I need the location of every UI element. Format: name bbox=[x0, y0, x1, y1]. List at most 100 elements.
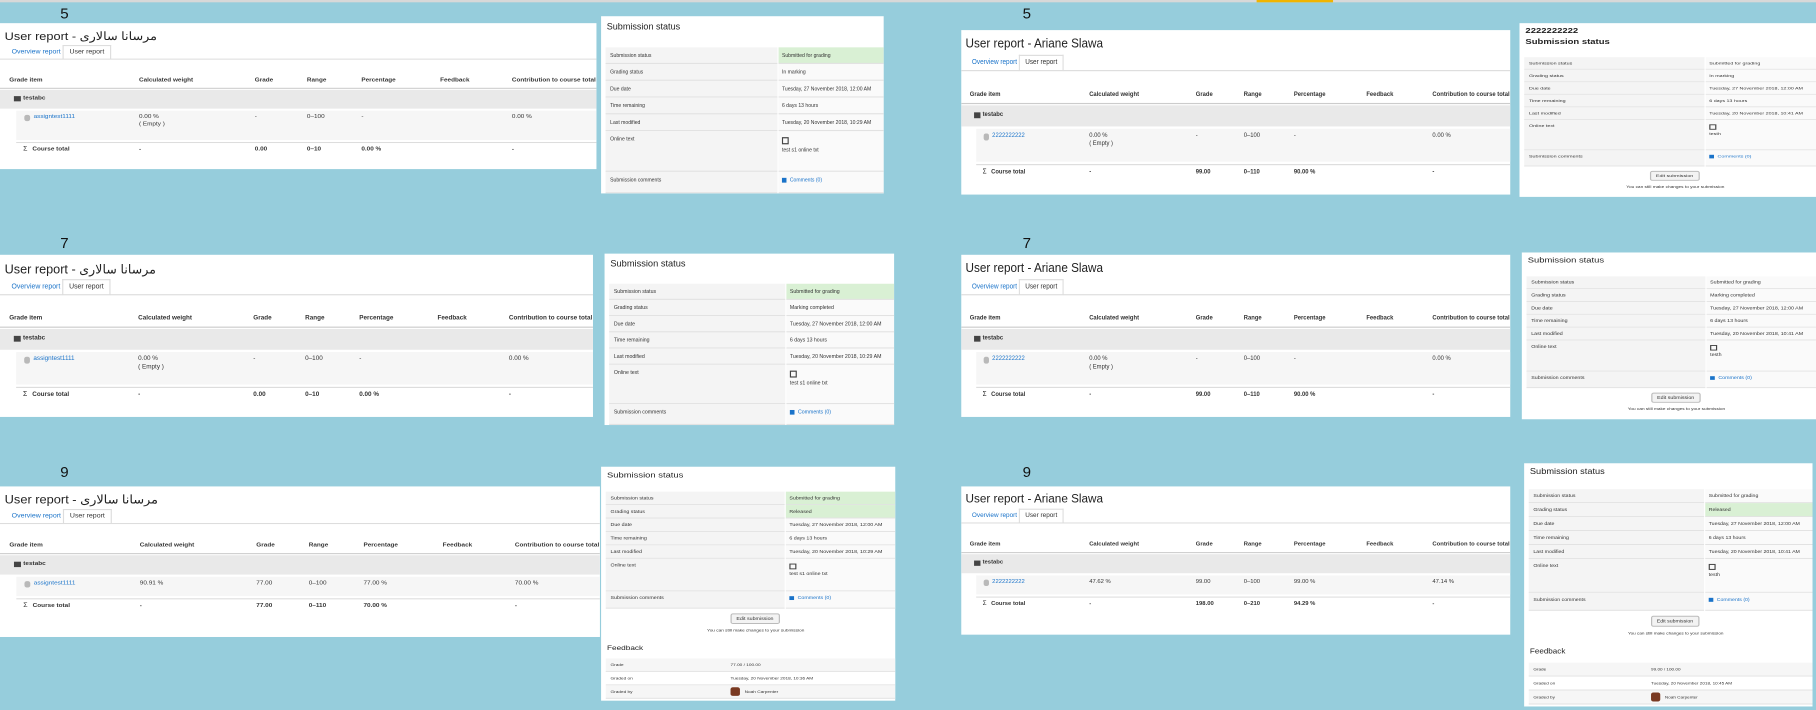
folder-icon bbox=[974, 560, 981, 566]
total-cell: - bbox=[1089, 168, 1092, 176]
comments-link[interactable]: Comments (0) bbox=[797, 408, 831, 415]
comments-icon bbox=[1708, 597, 1714, 602]
tab-line[interactable] bbox=[0, 58, 597, 60]
total-cell: - bbox=[138, 146, 142, 153]
item-link[interactable]: 2222222222 bbox=[992, 132, 1025, 140]
tab-overview[interactable]: Overview report bbox=[971, 283, 1018, 291]
status-value: Tuesday, 27 November 2018, 12:00 AM bbox=[1708, 521, 1800, 527]
status-value-cell bbox=[785, 545, 896, 559]
column-header: Feedback bbox=[1366, 315, 1394, 322]
tab-line[interactable] bbox=[961, 294, 1511, 296]
status-label-cell bbox=[605, 114, 778, 132]
tab-line[interactable] bbox=[961, 522, 1511, 524]
item-cell: - bbox=[1195, 355, 1198, 363]
total-cell: 0.00 % bbox=[361, 146, 382, 153]
comments-link[interactable]: Comments (0) bbox=[1717, 153, 1752, 159]
status-value-cell bbox=[786, 404, 895, 426]
status-label: Online text bbox=[613, 369, 639, 376]
comments-link[interactable]: Comments (0) bbox=[1716, 596, 1750, 602]
grader-avatar bbox=[1651, 692, 1661, 702]
column-header: Grade item bbox=[9, 542, 43, 549]
tab-user[interactable]: User report bbox=[1018, 508, 1064, 524]
status-value-cell bbox=[1705, 94, 1816, 108]
status-label: Grading status bbox=[610, 68, 644, 75]
column-header: Grade item bbox=[969, 91, 1001, 99]
edit-submission-button[interactable]: Edit submission bbox=[1649, 170, 1700, 181]
empty-note: ( Empty ) bbox=[1089, 363, 1113, 371]
category-row bbox=[961, 105, 1511, 127]
item-link[interactable]: assigntest1111 bbox=[33, 113, 76, 121]
status-label-cell bbox=[1528, 503, 1705, 518]
column-header: Grade bbox=[254, 77, 274, 84]
tab-overview[interactable]: Overview report bbox=[11, 513, 61, 520]
status-label: Submission status bbox=[610, 495, 654, 501]
tab-line[interactable] bbox=[0, 522, 600, 525]
status-label-cell bbox=[1526, 276, 1706, 290]
feedback-value: Tuesday, 20 November 2018, 10:36 AM bbox=[730, 675, 814, 681]
edit-submission-button[interactable]: Edit submission bbox=[1651, 392, 1701, 403]
tab-user[interactable]: User report bbox=[1018, 54, 1064, 72]
edit-submission-button[interactable]: Edit submission bbox=[730, 613, 780, 624]
status-label: Last modified bbox=[613, 353, 645, 360]
edit-submission-button[interactable]: Edit submission bbox=[1651, 615, 1699, 627]
comments-link[interactable]: Comments (0) bbox=[789, 176, 823, 183]
tab-overview[interactable]: Overview report bbox=[11, 49, 61, 56]
column-header: Feedback bbox=[437, 315, 467, 322]
category-name: testabc bbox=[23, 334, 46, 342]
header-line bbox=[961, 102, 1511, 105]
item-cell: 0.00 % bbox=[511, 113, 532, 121]
item-link[interactable]: assigntest1111 bbox=[33, 355, 75, 363]
status-value-cell bbox=[1705, 57, 1816, 70]
item-link[interactable]: assigntest1111 bbox=[33, 579, 76, 587]
grade-report: User report - مرسانا سالاری Overview repo… bbox=[0, 23, 597, 170]
status-label-cell bbox=[605, 505, 785, 519]
tab-overview[interactable]: Overview report bbox=[11, 283, 61, 291]
online-text-icon bbox=[789, 563, 797, 570]
status-value-cell bbox=[778, 114, 884, 132]
sigma-icon: Σ bbox=[982, 391, 987, 399]
status-label-cell bbox=[1524, 69, 1705, 83]
status-label-cell bbox=[605, 491, 785, 506]
tab-user[interactable]: User report bbox=[62, 45, 112, 60]
tab-overview[interactable]: Overview report bbox=[971, 59, 1018, 67]
status-label: Submission status bbox=[1531, 279, 1575, 285]
item-link[interactable]: 2222222222 bbox=[992, 578, 1025, 585]
column-header: Percentage bbox=[361, 77, 396, 84]
column-header: Calculated weight bbox=[138, 77, 194, 84]
status-label-cell bbox=[1524, 94, 1705, 108]
item-link[interactable]: 2222222222 bbox=[992, 355, 1025, 363]
tab-line[interactable] bbox=[0, 294, 593, 296]
column-header: Percentage bbox=[1293, 91, 1326, 99]
tab-overview[interactable]: Overview report bbox=[971, 512, 1018, 520]
status-value-cell bbox=[1706, 289, 1816, 302]
tab-user[interactable]: User report bbox=[62, 509, 112, 525]
status-label: Time remaining bbox=[1531, 318, 1568, 324]
status-value-cell bbox=[1705, 558, 1813, 593]
status-label: Submission status bbox=[1528, 60, 1573, 66]
feedback-label: Grade bbox=[610, 662, 624, 668]
sigma-icon: Σ bbox=[982, 600, 987, 608]
status-label: Submission status bbox=[610, 52, 652, 59]
status-label-cell bbox=[1528, 517, 1705, 532]
status-label-cell bbox=[1526, 301, 1706, 315]
column-header: Grade item bbox=[969, 315, 1001, 322]
tab-user[interactable]: User report bbox=[1018, 279, 1064, 296]
comments-link[interactable]: Comments (0) bbox=[797, 595, 832, 601]
status-label-cell bbox=[1524, 107, 1705, 120]
column-header: Contribution to course total bbox=[1432, 91, 1510, 99]
status-value-cell bbox=[1705, 517, 1813, 532]
item-cell: 0.00 % bbox=[508, 355, 529, 363]
status-label-cell bbox=[605, 80, 778, 98]
comments-link[interactable]: Comments (0) bbox=[1718, 375, 1752, 380]
tab-line[interactable] bbox=[961, 70, 1511, 72]
status-value-cell bbox=[1705, 592, 1813, 611]
item-cell: - bbox=[254, 113, 257, 121]
column-header: Calculated weight bbox=[1089, 91, 1140, 99]
tab-user[interactable]: User report bbox=[62, 279, 111, 296]
empty-note: ( Empty ) bbox=[138, 363, 164, 371]
item-cell: - bbox=[1293, 355, 1296, 363]
status-label-cell bbox=[605, 64, 778, 81]
folder-icon bbox=[974, 112, 981, 119]
column-header: Contribution to course total bbox=[1432, 541, 1510, 548]
report-title: User report - مرسانا سالاری bbox=[4, 262, 157, 277]
